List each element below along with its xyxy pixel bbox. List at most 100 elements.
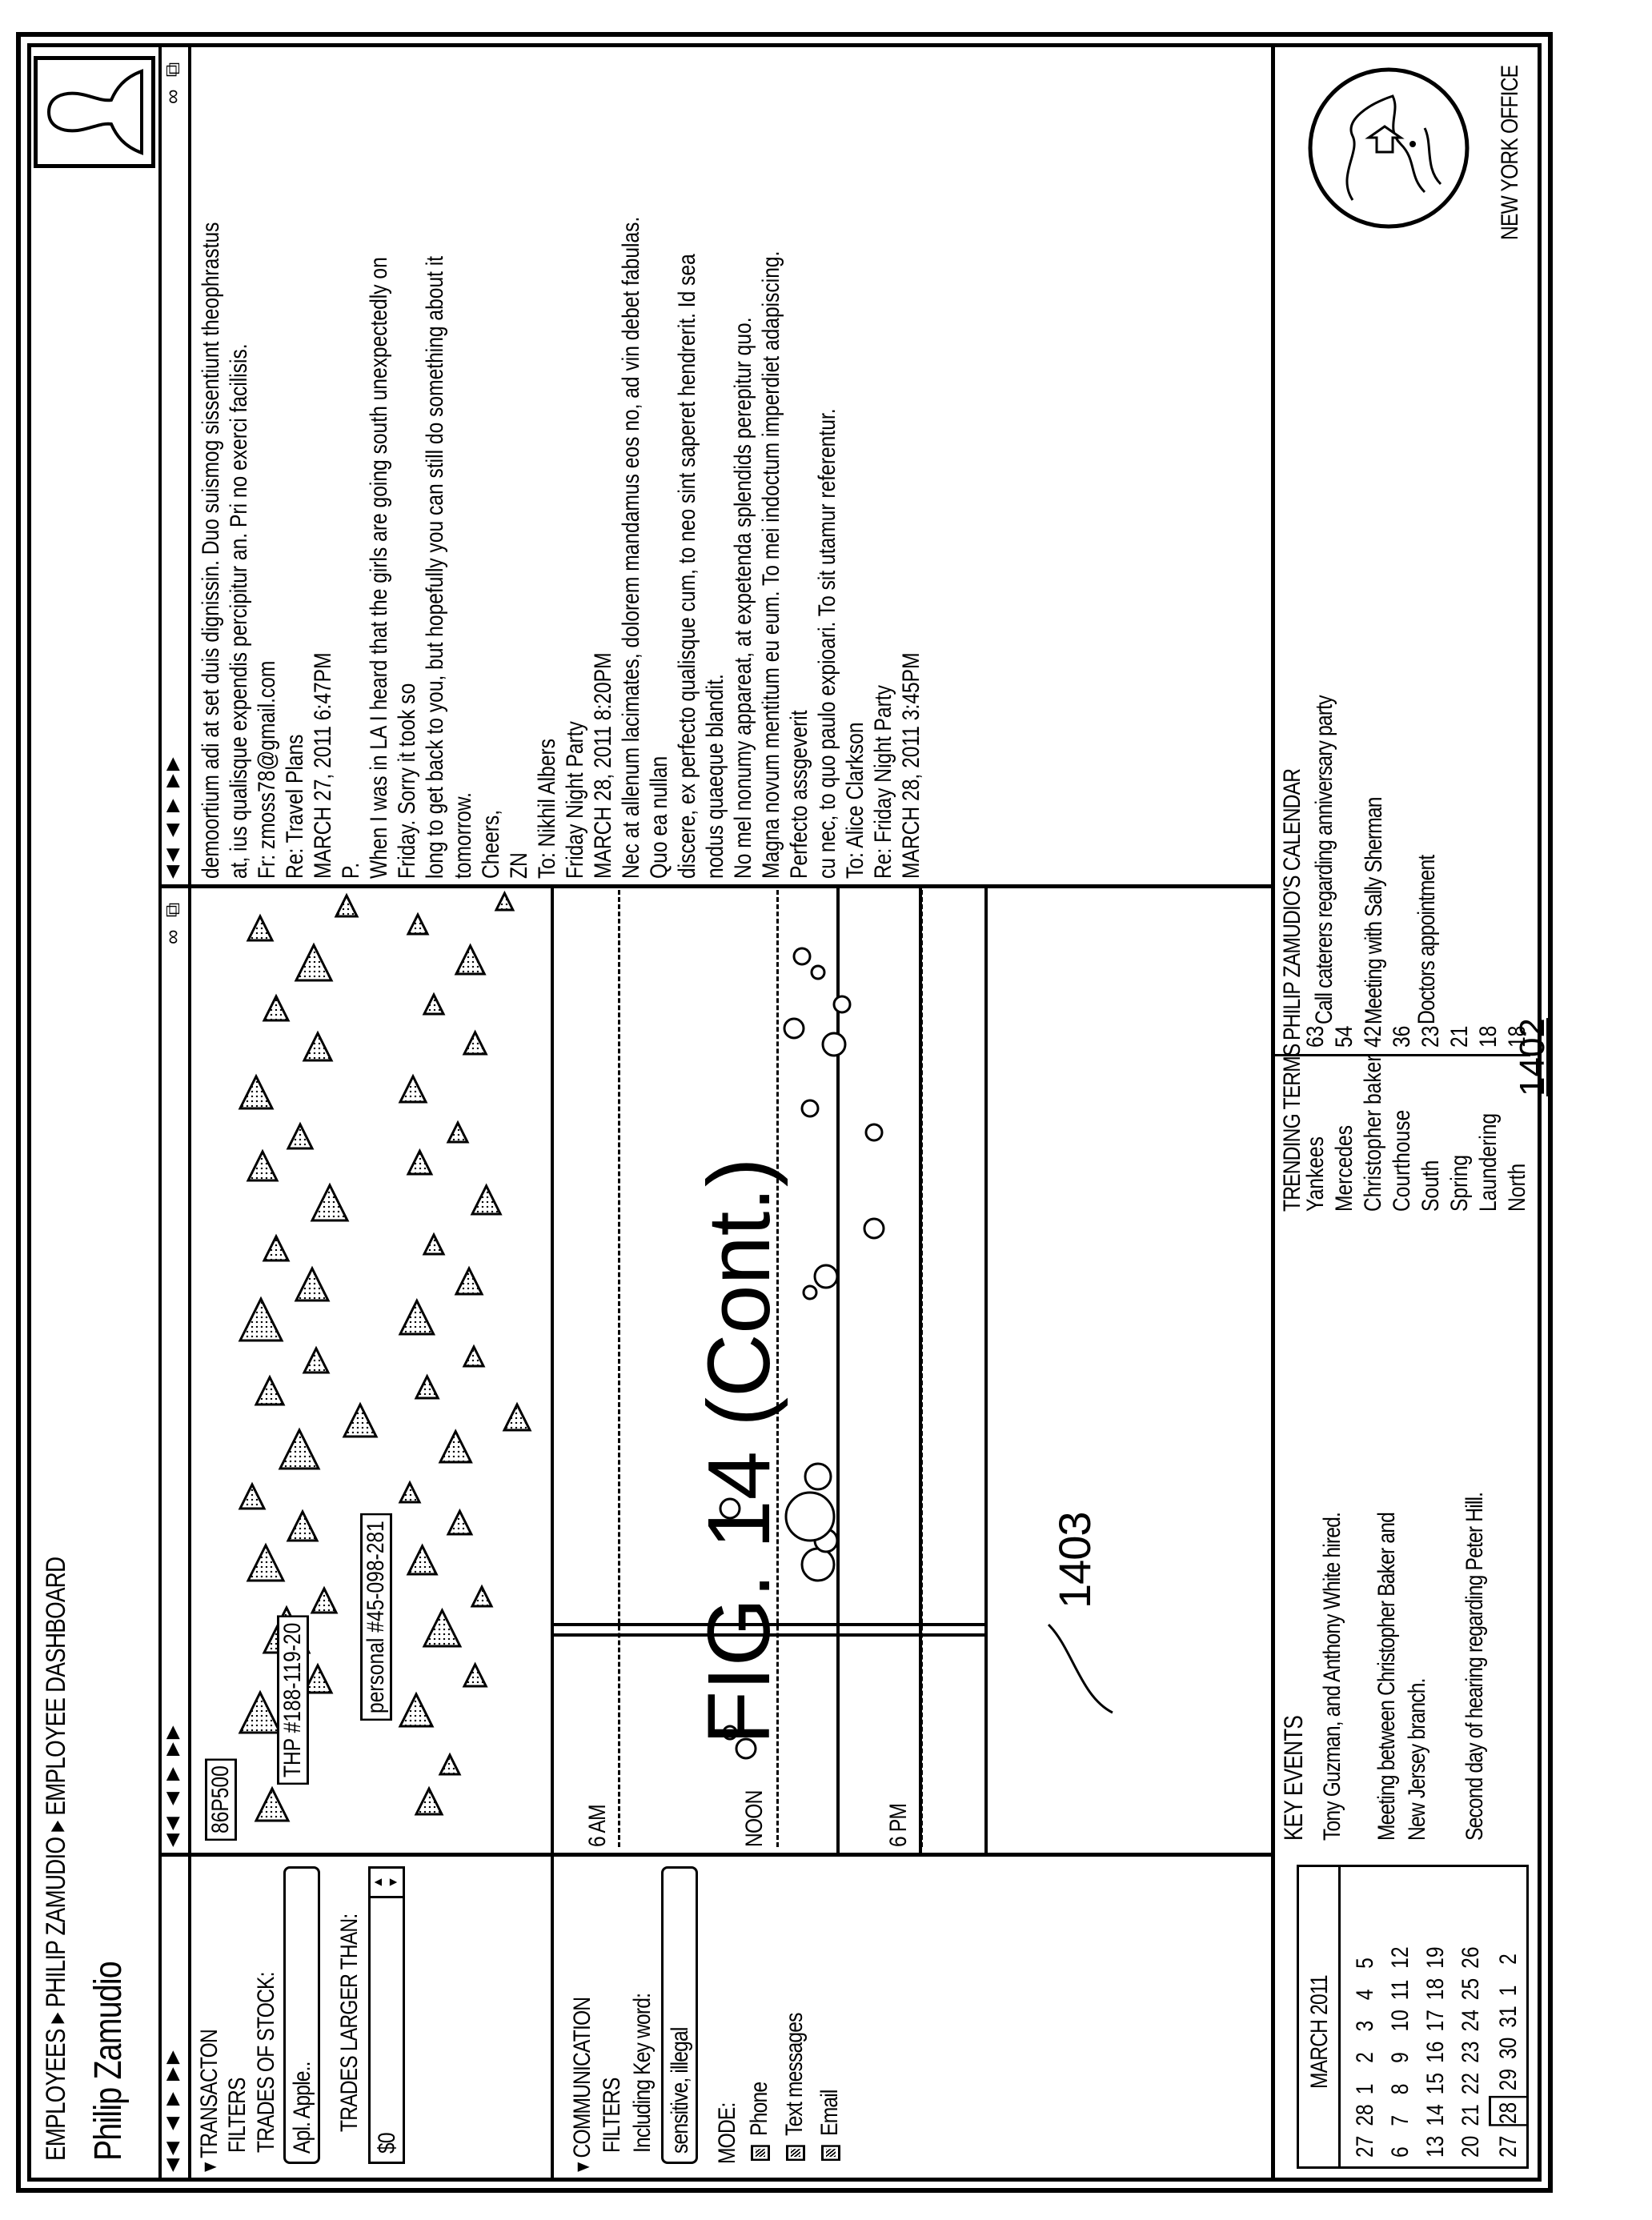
communication-marker[interactable] xyxy=(800,1099,820,1118)
transaction-marker[interactable] xyxy=(462,1029,488,1056)
transaction-marker[interactable] xyxy=(238,1689,283,1734)
communication-heading[interactable]: ▾ COMMUNICATION xyxy=(569,1997,595,2172)
calendar-day[interactable]: 24 xyxy=(1458,2010,1484,2032)
transaction-marker[interactable] xyxy=(462,1661,488,1688)
communication-marker[interactable] xyxy=(800,1547,836,1582)
breadcrumb-dashboard[interactable]: EMPLOYEE DASHBOARD xyxy=(41,1557,71,1816)
calendar-day[interactable]: 2 xyxy=(1352,2052,1378,2063)
calendar-day[interactable]: 27 xyxy=(1495,2135,1522,2158)
calendar-day[interactable]: 5 xyxy=(1352,1958,1378,1969)
calendar-day[interactable]: 29 xyxy=(1495,2068,1522,2091)
calendar-day[interactable]: 31 xyxy=(1495,2006,1522,2028)
calendar-item[interactable]: Call caterers regarding anniversary part… xyxy=(1311,695,1337,1024)
transaction-marker[interactable] xyxy=(422,1607,463,1648)
calendar-day[interactable]: 14 xyxy=(1422,2104,1449,2126)
calendar-day[interactable]: 13 xyxy=(1422,2135,1449,2158)
transaction-marker[interactable] xyxy=(406,1543,439,1576)
communication-marker[interactable] xyxy=(735,1737,757,1760)
message-item[interactable]: Fr: zmoss78@gmail.com Re: Travel Plans M… xyxy=(253,196,533,879)
messages-nav[interactable]: ◀◀ ◀ ▶ ▶▶ xyxy=(162,754,182,879)
transaction-marker[interactable] xyxy=(278,1427,321,1470)
transaction-marker[interactable] xyxy=(494,890,515,912)
communication-marker[interactable] xyxy=(804,1462,832,1491)
transaction-marker[interactable] xyxy=(294,1265,331,1302)
transaction-marker[interactable] xyxy=(246,1542,286,1582)
amount-stepper[interactable]: $0 ▲ ▼ xyxy=(368,1866,405,2164)
calendar-day[interactable]: 20 xyxy=(1458,2135,1484,2158)
stock-input[interactable]: Apl. Apple.. xyxy=(283,1866,320,2164)
communication-marker[interactable] xyxy=(810,964,826,980)
transaction-marker[interactable] xyxy=(454,943,487,976)
stepper-arrows-icon[interactable]: ▲ ▼ xyxy=(371,1869,403,1898)
transaction-marker[interactable] xyxy=(302,1662,334,1694)
communication-marker[interactable] xyxy=(719,1497,741,1520)
checkbox-icon[interactable] xyxy=(821,2145,841,2161)
calendar-day[interactable]: 11 xyxy=(1387,1979,1413,2001)
calendar-day[interactable]: 28 xyxy=(1352,2104,1378,2126)
mode-email-checkbox[interactable]: Email xyxy=(816,2090,844,2161)
chart-nav[interactable]: ◀◀ ◀ ▶ ▶▶ xyxy=(162,1722,182,1847)
transaction-marker[interactable] xyxy=(246,1148,279,1182)
transaction-marker[interactable] xyxy=(294,942,334,982)
communication-marker[interactable] xyxy=(864,1123,884,1142)
checkbox-icon[interactable] xyxy=(751,2145,771,2161)
calendar-day[interactable]: 17 xyxy=(1422,2010,1449,2032)
transaction-marker[interactable] xyxy=(422,1232,446,1256)
transaction-marker[interactable] xyxy=(342,1401,379,1438)
calendar-day[interactable]: 28 xyxy=(1489,2095,1529,2126)
transaction-marker[interactable] xyxy=(454,1265,484,1296)
calendar-day[interactable]: 2 xyxy=(1495,1954,1522,1965)
communication-marker[interactable] xyxy=(863,1217,885,1240)
transaction-marker[interactable] xyxy=(238,1073,275,1110)
calendar-day[interactable]: 3 xyxy=(1352,2020,1378,2032)
transaction-marker[interactable] xyxy=(406,912,430,936)
communication-marker[interactable] xyxy=(832,995,852,1014)
calendar-day[interactable]: 4 xyxy=(1352,1989,1378,2001)
transaction-marker[interactable] xyxy=(470,1183,503,1216)
calendar-day[interactable]: 8 xyxy=(1387,2083,1413,2095)
calendar-day[interactable]: 9 xyxy=(1387,2052,1413,2063)
key-event-item[interactable]: Tony Guzman, and Anthony White hired. xyxy=(1319,1513,1345,1841)
transaction-marker[interactable] xyxy=(414,1785,444,1816)
transaction-marker[interactable] xyxy=(302,1030,334,1062)
transaction-marker[interactable] xyxy=(262,993,291,1022)
calendar-day[interactable]: 12 xyxy=(1387,1946,1413,1969)
checkbox-icon[interactable] xyxy=(786,2145,806,2161)
transaction-marker[interactable] xyxy=(310,1585,339,1614)
transaction-marker[interactable] xyxy=(302,1345,331,1374)
transaction-marker[interactable] xyxy=(398,1298,436,1336)
key-event-item[interactable]: New Jersey branch. xyxy=(1404,1678,1430,1841)
calendar-day[interactable]: 16 xyxy=(1422,2041,1449,2063)
transaction-marker[interactable] xyxy=(398,1073,428,1104)
communication-marker[interactable] xyxy=(722,1725,738,1741)
message-item[interactable]: demoortium adi at set duis dignissin. Du… xyxy=(197,196,253,879)
mode-text-checkbox[interactable]: Text messages xyxy=(781,2013,808,2161)
key-event-item[interactable]: Meeting between Christopher Baker and xyxy=(1373,1513,1400,1841)
transaction-heading[interactable]: ▾ TRANSACTON xyxy=(196,2030,223,2172)
transaction-marker[interactable] xyxy=(262,1233,291,1262)
keyword-input[interactable]: sensitive, illegal xyxy=(661,1866,698,2164)
transaction-marker[interactable] xyxy=(254,1785,291,1822)
messages-link-icon[interactable]: ∞ ⧉ xyxy=(160,58,184,104)
communication-marker[interactable] xyxy=(821,1032,847,1057)
calendar-day[interactable]: 19 xyxy=(1422,1946,1449,1969)
communication-marker[interactable] xyxy=(783,1017,805,1040)
transaction-marker[interactable] xyxy=(310,1182,350,1222)
message-item[interactable]: To: Alice Clarkson Re: Friday Night Part… xyxy=(841,196,925,879)
transaction-marker[interactable] xyxy=(462,1344,486,1368)
transaction-marker[interactable] xyxy=(238,1481,267,1510)
transaction-marker[interactable] xyxy=(246,913,275,942)
message-item[interactable]: To: Nikhil Albers Friday Night Party MAR… xyxy=(533,196,841,879)
calendar-day[interactable]: 27 xyxy=(1352,2135,1378,2158)
transaction-marker[interactable] xyxy=(446,1508,474,1536)
transaction-marker[interactable] xyxy=(286,1509,319,1542)
calendar-day[interactable]: 21 xyxy=(1458,2104,1484,2126)
transaction-marker[interactable] xyxy=(398,1691,435,1728)
calendar-day[interactable]: 18 xyxy=(1422,1978,1449,2001)
transaction-marker[interactable] xyxy=(398,1480,422,1504)
calendar-day[interactable]: 25 xyxy=(1458,1978,1484,2001)
transaction-marker[interactable] xyxy=(502,1401,532,1432)
mode-phone-checkbox[interactable]: Phone xyxy=(746,2082,773,2161)
calendar-day[interactable]: 22 xyxy=(1458,2072,1484,2095)
globe-map-icon[interactable] xyxy=(1305,64,1481,232)
